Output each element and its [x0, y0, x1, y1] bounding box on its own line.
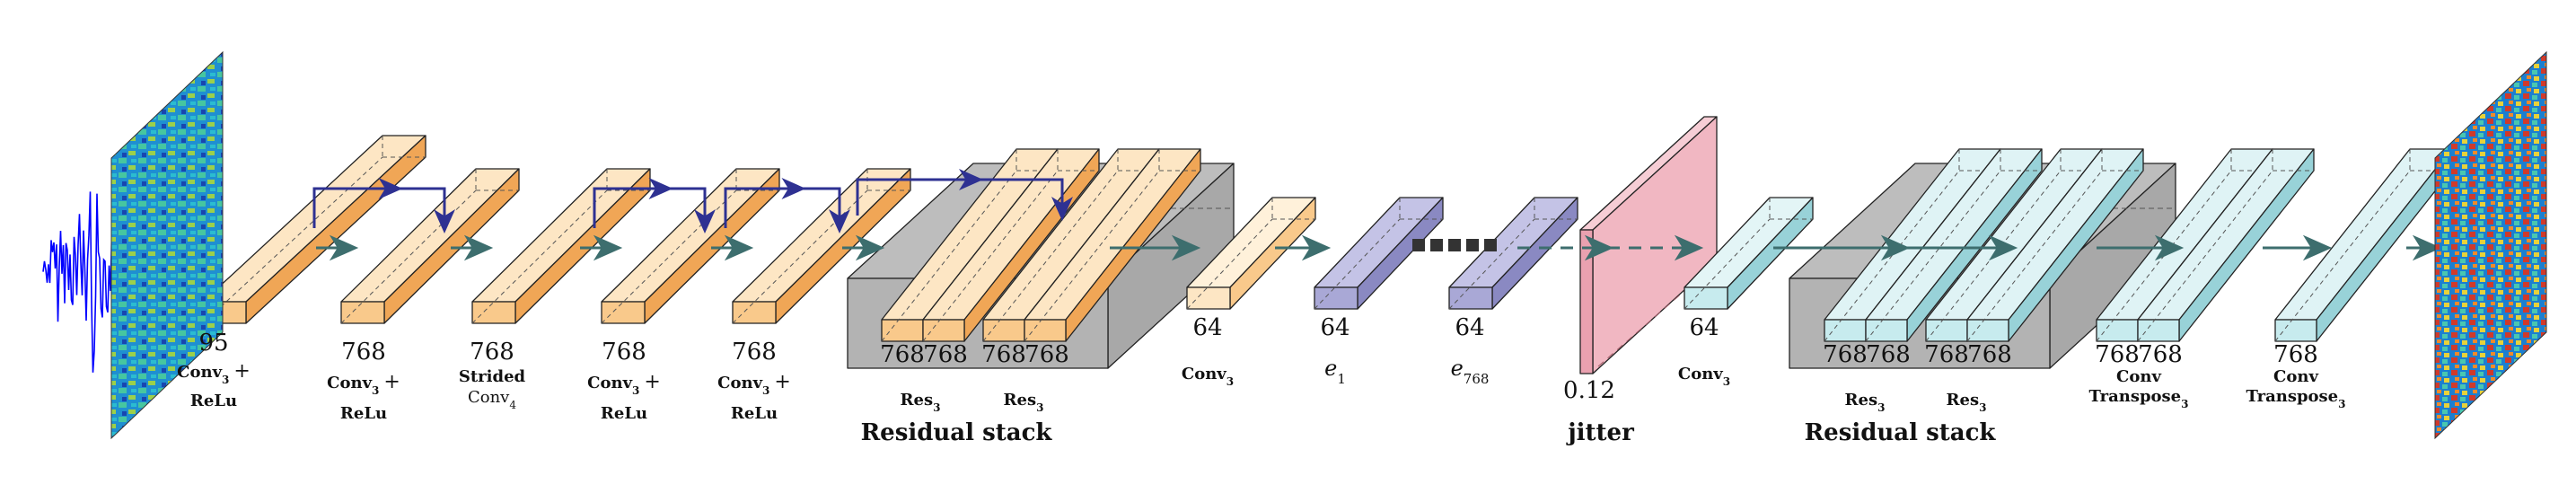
dec-conv-in-block — [1684, 197, 1814, 310]
enc-residual-stack-title: Residual stack — [861, 419, 1053, 446]
dec-res1-label: Res3 — [1845, 391, 1886, 414]
conv1-channels: 95 — [198, 330, 228, 357]
jitter-panel — [1579, 116, 1718, 374]
transpose2-label-conv: Conv — [2273, 367, 2318, 386]
skip-connection-2 — [593, 178, 716, 233]
conv-out-label: Conv3 — [1182, 365, 1234, 388]
conv-out-block — [1186, 197, 1316, 310]
strided-conv-block — [471, 168, 651, 324]
enc-res1-ch-b: 768 — [923, 341, 968, 368]
enc-res1-ch-a: 768 — [880, 341, 925, 368]
dec-res2-ch-b: 768 — [1967, 341, 2012, 368]
e768-label: e768 — [1451, 356, 1490, 387]
dec-res1-ch-b: 768 — [1866, 341, 1911, 368]
dec-res2-label: Res3 — [1947, 391, 1987, 414]
dec-res1-block-b — [1865, 148, 2043, 342]
conv3-label: Conv3 + — [587, 371, 661, 397]
skip-connection-1 — [312, 178, 455, 233]
transpose2-channels: 768 — [2273, 341, 2318, 368]
e768-block — [1448, 197, 1578, 310]
transpose1-label-transpose: Transpose3 — [2089, 387, 2189, 410]
enc-res2-ch-b: 768 — [1024, 341, 1069, 368]
conv2-label-relu: ReLu — [340, 404, 387, 423]
transpose1-ch-a: 768 — [2095, 341, 2140, 368]
transpose1-label-conv: Conv — [2116, 367, 2161, 386]
conv3-label-relu: ReLu — [601, 404, 647, 423]
jitter-value: 0.12 — [1563, 377, 1615, 404]
conv3-block — [601, 168, 780, 324]
conv2-block — [340, 168, 520, 324]
e768-channels: 64 — [1455, 314, 1484, 341]
conv2-channels: 768 — [341, 339, 386, 365]
dec-conv-in-channels: 64 — [1689, 314, 1719, 341]
conv4-label: Conv3 + — [717, 371, 791, 397]
conv1-label-relu: ReLu — [190, 392, 237, 410]
strided-label: Strided — [459, 367, 526, 386]
e1-label: e1 — [1324, 356, 1346, 387]
enc-res1-label: Res3 — [901, 391, 941, 414]
transpose1-ch-b: 768 — [2138, 341, 2183, 368]
dec-res2-block-b — [1966, 148, 2144, 342]
conv1-label: Conv3 + — [177, 360, 251, 386]
dec-residual-stack-title: Residual stack — [1805, 419, 1997, 446]
ellipsis-dots — [1412, 239, 1497, 251]
transpose1-block-b — [2137, 148, 2315, 342]
conv4-channels: 768 — [732, 339, 777, 365]
transpose2-label-transpose: Transpose3 — [2246, 387, 2346, 410]
enc-res2-block-b — [1024, 148, 1201, 342]
dec-res2-ch-a: 768 — [1924, 341, 1969, 368]
jitter-title: jitter — [1566, 419, 1634, 446]
dec-conv-in-label: Conv3 — [1678, 365, 1730, 388]
conv4-label-relu: ReLu — [731, 404, 778, 423]
dec-res1-ch-a: 768 — [1823, 341, 1868, 368]
conv-out-channels: 64 — [1192, 314, 1222, 341]
spectrogram-output — [2434, 50, 2547, 440]
strided-label-conv: Conv4 — [468, 388, 516, 411]
e1-channels: 64 — [1320, 314, 1350, 341]
spectrogram-input — [110, 50, 224, 440]
e1-block — [1314, 197, 1444, 310]
skip-connection-4 — [856, 169, 1073, 221]
conv3-channels: 768 — [602, 339, 646, 365]
conv2-label: Conv3 + — [327, 371, 400, 397]
skip-connection-3 — [724, 178, 850, 233]
strided-channels: 768 — [470, 339, 514, 365]
enc-res2-label: Res3 — [1004, 391, 1044, 414]
enc-res2-ch-a: 768 — [981, 341, 1026, 368]
